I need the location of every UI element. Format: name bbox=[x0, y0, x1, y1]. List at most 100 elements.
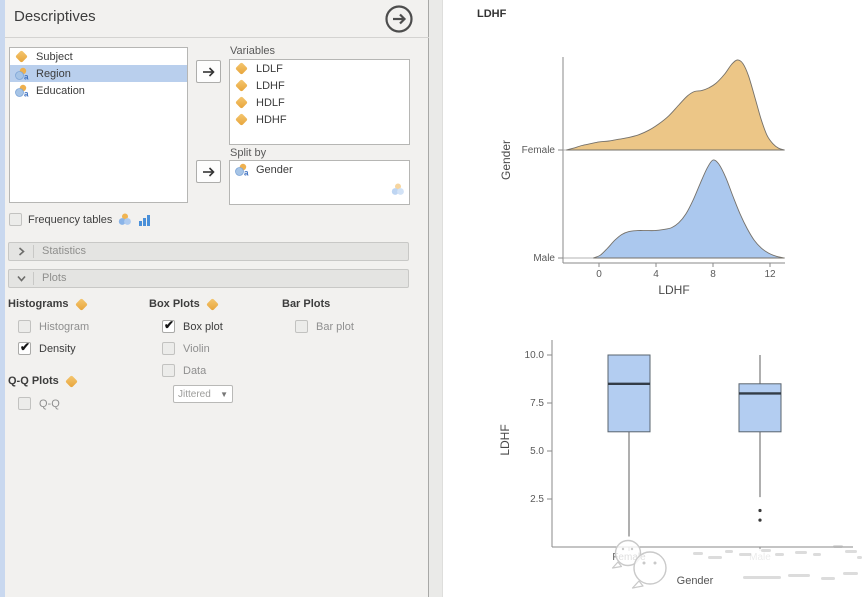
variable-label: Education bbox=[36, 84, 85, 97]
svg-text:4: 4 bbox=[653, 269, 659, 280]
variables-box-label: Variables bbox=[230, 45, 276, 57]
continuous-variable-icon bbox=[74, 297, 88, 311]
barplot-option[interactable]: Bar plot bbox=[295, 320, 354, 333]
splitby-box-label: Split by bbox=[230, 147, 267, 159]
continuous-variable-icon bbox=[235, 78, 250, 93]
density-curve-female bbox=[566, 59, 785, 151]
box-female bbox=[607, 354, 651, 433]
svg-text:LDHF: LDHF bbox=[658, 283, 689, 297]
qq-option[interactable]: Q-Q bbox=[18, 397, 60, 410]
continuous-variable-icon bbox=[235, 112, 250, 127]
violin-checkbox[interactable] bbox=[162, 342, 175, 355]
density-checkbox[interactable] bbox=[18, 340, 31, 355]
data-checkbox[interactable] bbox=[162, 364, 175, 377]
variable-item-subject[interactable]: Subject bbox=[10, 48, 187, 65]
density-curve-male bbox=[593, 159, 785, 259]
variable-label: LDLF bbox=[256, 62, 283, 75]
svg-text:Male: Male bbox=[533, 253, 555, 264]
svg-text:Gender: Gender bbox=[677, 575, 714, 587]
move-to-variables-button[interactable] bbox=[196, 60, 221, 83]
histogram-option[interactable]: Histogram bbox=[18, 320, 89, 333]
run-forward-button[interactable] bbox=[384, 4, 414, 34]
boxplot-checkbox[interactable] bbox=[162, 318, 175, 333]
svg-text:5.0: 5.0 bbox=[530, 446, 544, 457]
continuous-variable-icon bbox=[64, 374, 78, 388]
svg-text:8: 8 bbox=[710, 269, 716, 280]
svg-text:a: a bbox=[24, 72, 29, 81]
jitter-dropdown[interactable]: Jittered ▼ bbox=[173, 385, 233, 403]
variable-label: Subject bbox=[36, 50, 73, 63]
barplot-checkbox[interactable] bbox=[295, 320, 308, 333]
frequency-tables-label: Frequency tables bbox=[28, 213, 113, 226]
variable-item-gender[interactable]: a Gender bbox=[230, 161, 409, 178]
panel-accent-strip bbox=[0, 0, 5, 597]
wechat-watermark-icon bbox=[611, 539, 862, 589]
panel-scrollbar[interactable] bbox=[429, 0, 443, 597]
variable-item-region[interactable]: a Region bbox=[10, 65, 187, 82]
section-label: Statistics bbox=[33, 245, 86, 258]
variables-box[interactable]: LDLF LDHF HDLF HDHF bbox=[229, 59, 410, 145]
continuous-variable-icon bbox=[235, 61, 250, 76]
histograms-group-title: Histograms bbox=[8, 297, 88, 311]
svg-text:LDHF: LDHF bbox=[498, 424, 512, 455]
continuous-variable-icon bbox=[205, 297, 219, 311]
svg-text:7.5: 7.5 bbox=[530, 398, 544, 409]
chevron-down-icon bbox=[9, 275, 33, 282]
violin-option[interactable]: Violin bbox=[162, 342, 210, 355]
plots-section-header[interactable]: Plots bbox=[8, 269, 409, 288]
frequency-tables-checkbox[interactable] bbox=[9, 213, 22, 226]
qq-checkbox[interactable] bbox=[18, 397, 31, 410]
density-plot[interactable]: 0 4 8 12 LDHF Gender Female Male bbox=[499, 57, 785, 297]
variable-label: Gender bbox=[256, 163, 293, 176]
results-plots: 0 4 8 12 LDHF Gender Female Male 2.5 5.0 7.5 10.0 LD… bbox=[498, 57, 862, 589]
panel-title: Descriptives bbox=[14, 8, 96, 25]
results-section-title: LDHF bbox=[477, 8, 507, 20]
continuous-variable-icon bbox=[15, 49, 30, 64]
variable-label: LDHF bbox=[256, 79, 285, 92]
variable-item-hdhf[interactable]: HDHF bbox=[230, 111, 409, 128]
available-variables-list[interactable]: Subject a Region a Education bbox=[9, 47, 188, 203]
nominal-variables-icon bbox=[119, 213, 132, 225]
jitter-dropdown-value: Jittered bbox=[178, 388, 211, 400]
svg-text:a: a bbox=[244, 168, 249, 177]
box-plot[interactable]: 2.55.07.510.0LDHFFemaleMale bbox=[498, 340, 853, 563]
circle-arrow-right-icon bbox=[385, 5, 413, 33]
section-label: Plots bbox=[33, 272, 66, 285]
boxplots-group-title: Box Plots bbox=[149, 297, 219, 311]
frequency-tables-option[interactable]: Frequency tables bbox=[9, 213, 151, 226]
histogram-checkbox[interactable] bbox=[18, 320, 31, 333]
descriptives-options-panel: Descriptives Subject a Region a Educatio… bbox=[0, 0, 429, 597]
svg-text:0: 0 bbox=[596, 269, 602, 280]
barplots-group-title: Bar Plots bbox=[282, 298, 331, 310]
svg-text:Gender: Gender bbox=[499, 140, 513, 180]
variable-item-ldlf[interactable]: LDLF bbox=[230, 60, 409, 77]
nominal-drop-hint-icon bbox=[391, 183, 405, 201]
variable-item-ldhf[interactable]: LDHF bbox=[230, 77, 409, 94]
nominal-variable-icon: a bbox=[15, 84, 30, 98]
variable-label: Region bbox=[36, 67, 71, 80]
variable-label: HDLF bbox=[256, 96, 285, 109]
arrow-right-icon bbox=[202, 166, 215, 177]
bar-chart-icon bbox=[139, 214, 151, 226]
svg-text:10.0: 10.0 bbox=[525, 350, 545, 361]
splitby-box[interactable]: a Gender bbox=[229, 160, 410, 205]
variable-item-education[interactable]: a Education bbox=[10, 82, 187, 99]
arrow-right-icon bbox=[202, 66, 215, 77]
statistics-section-header[interactable]: Statistics bbox=[8, 242, 409, 261]
boxplot-option[interactable]: Box plot bbox=[162, 318, 223, 333]
header-separator bbox=[5, 37, 429, 38]
results-area: LDHF 0 4 8 12 LDHF Gender Female Male 2.5 5.0 7.5 1… bbox=[443, 0, 863, 597]
svg-text:Female: Female bbox=[522, 145, 556, 156]
move-to-splitby-button[interactable] bbox=[196, 160, 221, 183]
chevron-right-icon bbox=[9, 247, 33, 256]
nominal-variable-icon: a bbox=[235, 163, 250, 177]
variable-item-hdlf[interactable]: HDLF bbox=[230, 94, 409, 111]
qqplots-group-title: Q-Q Plots bbox=[8, 374, 78, 388]
box-male bbox=[738, 383, 782, 433]
data-option[interactable]: Data bbox=[162, 364, 206, 377]
continuous-variable-icon bbox=[235, 95, 250, 110]
dropdown-arrow-icon: ▼ bbox=[220, 389, 228, 399]
density-option[interactable]: Density bbox=[18, 340, 76, 355]
svg-text:12: 12 bbox=[764, 269, 776, 280]
variable-label: HDHF bbox=[256, 113, 287, 126]
